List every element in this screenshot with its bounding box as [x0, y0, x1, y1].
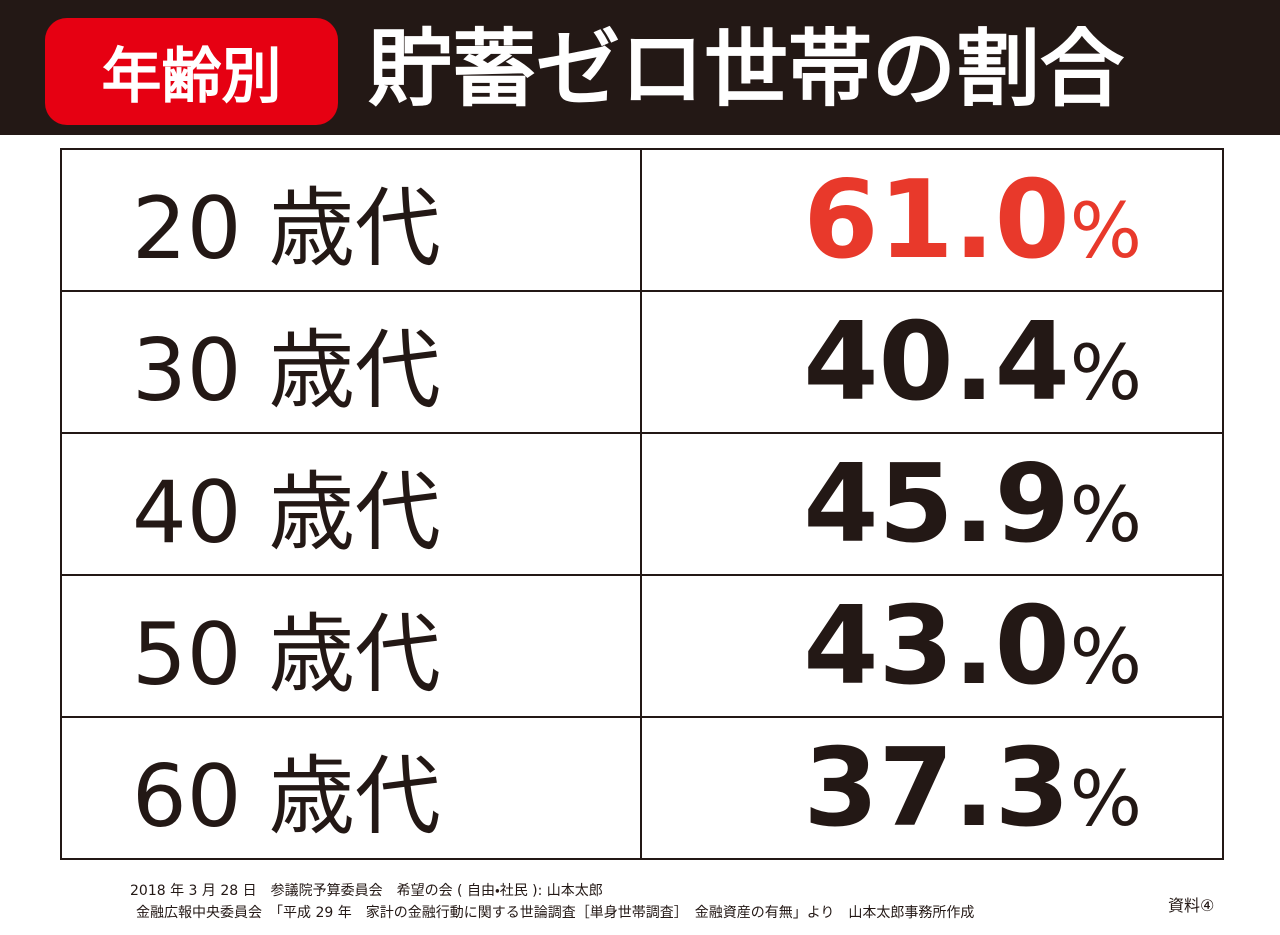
footer: 2018 年 3 月 28 日 参議院予算委員会 希望の会 ( 自由・社民 ):… [130, 880, 974, 924]
table-row: 60 歳代 37.3% [60, 716, 1224, 860]
footer-line: 金融広報中央委員会 「平成 29 年 家計の金融行動に関する世論調査［単身世帯調… [136, 905, 975, 921]
unit: % [1069, 185, 1142, 275]
value: 45.9 [803, 441, 1070, 567]
table-row: 40 歳代 45.9% [60, 432, 1224, 576]
table: 20 歳代 61.0% 30 歳代 40.4% 40 歳代 45.9% 50 歳代 43.0%… [60, 148, 1224, 860]
age-cell: 20 歳代 [60, 148, 642, 292]
value-cell: 43.0% [640, 574, 1224, 718]
value-cell: 37.3% [640, 716, 1224, 860]
title: 貯蓄ゼロ世帯の割合 [368, 20, 1125, 118]
value-cell: 45.9% [640, 432, 1224, 576]
unit: % [1069, 611, 1142, 701]
age-cell: 60 歳代 [60, 716, 642, 860]
age-cell: 50 歳代 [60, 574, 642, 718]
badge: 年齢別 [45, 18, 338, 125]
table-row: 20 歳代 61.0% [60, 148, 1224, 292]
header-bar: 年齢別 貯蓄ゼロ世帯の割合 [0, 0, 1280, 135]
value-cell: 61.0% [640, 148, 1224, 292]
value: 61.0 [803, 157, 1070, 283]
footer-line: 2018 年 3 月 28 日 参議院予算委員会 希望の会 ( 自由・社民 ):… [130, 883, 603, 899]
table-row: 50 歳代 43.0% [60, 574, 1224, 718]
value: 40.4 [803, 299, 1070, 425]
value: 43.0 [803, 583, 1070, 709]
footer-note: 資料④ [1168, 896, 1215, 915]
unit: % [1069, 753, 1142, 843]
value-cell: 40.4% [640, 290, 1224, 434]
unit: % [1069, 327, 1142, 417]
table-row: 30 歳代 40.4% [60, 290, 1224, 434]
value: 37.3 [803, 725, 1070, 851]
unit: % [1069, 469, 1142, 559]
age-cell: 40 歳代 [60, 432, 642, 576]
age-cell: 30 歳代 [60, 290, 642, 434]
